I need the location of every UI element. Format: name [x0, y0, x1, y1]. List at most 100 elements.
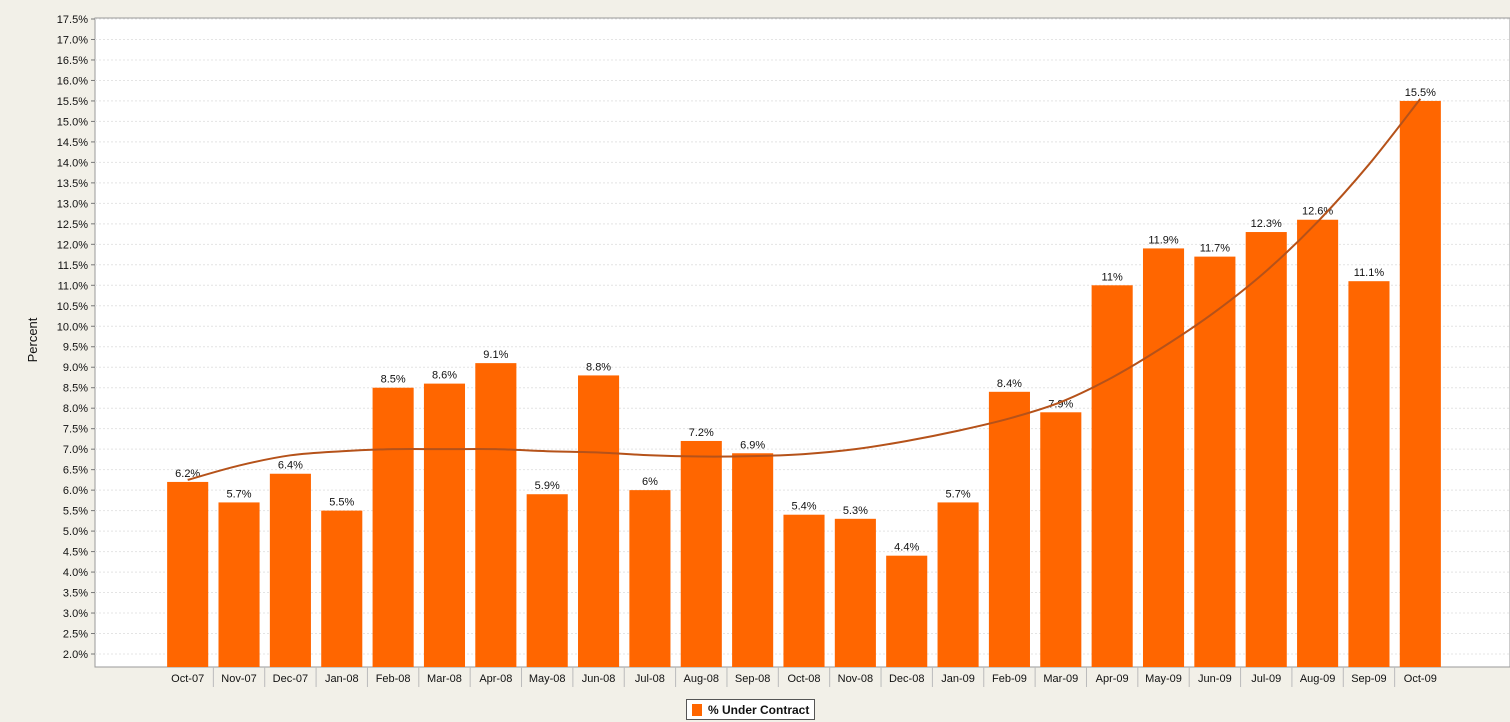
legend: % Under Contract [686, 699, 816, 720]
y-tick-label: 12.0% [57, 239, 88, 251]
y-tick-label: 17.5% [57, 14, 88, 26]
bar-value-label: 8.6% [432, 370, 457, 382]
y-tick-label: 5.5% [63, 506, 88, 518]
bar-value-label: 5.4% [791, 501, 816, 513]
y-tick-label: 14.0% [57, 157, 88, 169]
x-tick-label: Dec-07 [273, 673, 308, 685]
bar [886, 555, 928, 667]
bar-value-label: 5.7% [946, 488, 971, 500]
y-tick-label: 3.0% [63, 608, 88, 620]
bar [321, 510, 363, 667]
data-labels: 6.2% 5.7% 6.4% 5.5% 8.5% 8.6% 9.1% 5.9% 8.8% 6% 7.… [175, 87, 1436, 554]
bar-value-label: 6.4% [278, 460, 303, 472]
bar [475, 363, 517, 667]
bar-value-label: 5.9% [535, 480, 560, 492]
y-tick-label: 14.5% [57, 137, 88, 149]
bar-value-label: 8.4% [997, 378, 1022, 390]
bar-value-label: 11% [1102, 271, 1123, 283]
y-tick-label: 16.0% [57, 75, 88, 87]
x-tick-label: Apr-09 [1096, 673, 1129, 685]
bar-value-label: 7.2% [689, 427, 714, 439]
bar-value-label: 5.5% [329, 497, 354, 509]
bar [629, 490, 671, 667]
y-tick-label: 15.5% [57, 96, 88, 108]
y-axis-title: Percent [25, 317, 40, 362]
y-tick-label: 13.0% [57, 198, 88, 210]
bar-value-label: 12.3% [1251, 218, 1282, 230]
x-tick-label: Aug-09 [1300, 673, 1335, 685]
x-tick-label: Feb-08 [376, 673, 411, 685]
bar [1348, 281, 1390, 667]
y-tick-label: 7.5% [63, 424, 88, 436]
y-tick-label: 13.5% [57, 178, 88, 190]
axes: 2.0% 2.5% 3.0% 3.5% 4.0% 4.5% 5.0% 5.5% 6.0% 6.5%… [57, 14, 1437, 687]
bar [988, 391, 1030, 667]
x-tick-label: Mar-09 [1043, 673, 1078, 685]
x-tick-label: Aug-08 [684, 673, 719, 685]
x-tick-label: Jul-08 [635, 673, 665, 685]
bar-value-label: 5.3% [843, 505, 868, 517]
y-tick-label: 12.5% [57, 219, 88, 231]
bar [1194, 256, 1236, 667]
y-tick-label: 6.0% [63, 485, 88, 497]
x-tick-label: Dec-08 [889, 673, 924, 685]
y-tick-label: 2.5% [63, 629, 88, 641]
y-tick-label: 8.5% [63, 383, 88, 395]
bar [1297, 219, 1339, 667]
y-tick-label: 4.0% [63, 567, 88, 579]
bar [218, 502, 260, 667]
bar [167, 481, 209, 667]
x-tick-label: Oct-09 [1404, 673, 1437, 685]
legend-swatch [692, 703, 702, 716]
x-tick-label: Jul-09 [1251, 673, 1281, 685]
y-tick-label: 9.5% [63, 342, 88, 354]
bar-value-label: 12.6% [1302, 206, 1333, 218]
x-tick-label: Nov-07 [221, 673, 256, 685]
y-tick-label: 6.5% [63, 465, 88, 477]
x-tick-label: Jan-09 [941, 673, 975, 685]
bar-value-label: 8.8% [586, 361, 611, 373]
x-tick-label: Apr-08 [479, 673, 512, 685]
y-tick-label: 4.5% [63, 547, 88, 559]
bar [1399, 100, 1441, 667]
y-tick-label: 8.0% [63, 403, 88, 415]
x-tick-label: Sep-09 [1351, 673, 1386, 685]
bar [834, 518, 876, 667]
y-tick-label: 15.0% [57, 116, 88, 128]
bar-value-label: 4.4% [894, 542, 919, 554]
bar [578, 375, 620, 667]
y-tick-label: 11.5% [58, 260, 89, 272]
bar-value-label: 6.9% [740, 439, 765, 451]
trend-line [187, 98, 1422, 481]
bar [937, 502, 979, 667]
bar [732, 453, 774, 667]
y-tick-label: 11.0% [58, 280, 89, 292]
bar-value-label: 15.5% [1405, 87, 1436, 99]
x-tick-label: Oct-08 [787, 673, 820, 685]
bar-value-label: 6.2% [175, 468, 200, 480]
bar [680, 440, 722, 667]
x-tick-label: Nov-08 [838, 673, 873, 685]
bar-value-label: 5.7% [227, 488, 252, 500]
bar [1245, 232, 1287, 667]
x-tick-label: Feb-09 [992, 673, 1027, 685]
y-tick-label: 16.5% [57, 55, 88, 67]
y-tick-label: 3.5% [63, 588, 88, 600]
bar-value-label: 6% [642, 476, 658, 488]
y-tick-label: 9.0% [63, 362, 88, 374]
bar [1091, 285, 1133, 667]
bar [372, 387, 414, 667]
x-tick-label: May-08 [529, 673, 566, 685]
x-tick-label: Oct-07 [171, 673, 204, 685]
bar [423, 383, 466, 667]
x-tick-label: Jun-09 [1198, 673, 1232, 685]
bar-value-label: 11.7% [1200, 243, 1231, 255]
y-tick-label: 10.5% [57, 301, 88, 313]
bar [1040, 412, 1082, 667]
y-tick-label: 5.0% [63, 526, 88, 538]
bar-value-label: 11.9% [1148, 234, 1179, 246]
y-tick-label: 2.0% [63, 649, 88, 661]
x-tick-label: Jun-08 [582, 673, 616, 685]
